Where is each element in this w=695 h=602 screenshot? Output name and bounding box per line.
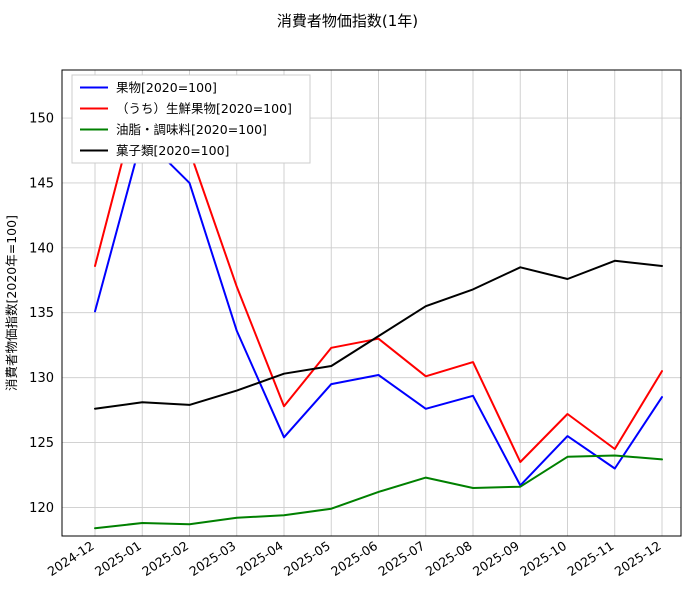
series-line-0 — [94, 135, 663, 487]
legend-label: 油脂・調味料[2020=100] — [116, 122, 267, 137]
y-tick-label: 120 — [29, 501, 54, 516]
y-axis-label: 消費者物価指数[2020年=100] — [4, 215, 19, 391]
chart-title: 消費者物価指数(1年) — [276, 12, 419, 30]
y-tick-label: 125 — [29, 436, 54, 451]
y-tick-label: 130 — [29, 371, 54, 386]
legend: 果物[2020=100] （うち）生鮮果物[2020=100] 油脂・調味料[202… — [71, 74, 311, 164]
x-tick-label: 2025-07 — [375, 538, 427, 579]
x-tick-label: 2025-01 — [92, 538, 144, 579]
x-tick-label: 2024-12 — [45, 538, 97, 579]
legend-label: （うち）生鮮果物[2020=100] — [116, 101, 292, 116]
y-tick-label: 145 — [29, 176, 54, 191]
legend-box — [71, 74, 311, 164]
x-tick-label: 2025-04 — [234, 538, 286, 579]
x-tick-label: 2025-06 — [328, 538, 380, 579]
legend-label: 菓子類[2020=100] — [116, 143, 229, 158]
plot-border — [61, 69, 682, 537]
y-tick-label: 150 — [29, 112, 54, 127]
x-tick-label: 2025-10 — [517, 538, 569, 579]
x-tick-label: 2025-12 — [612, 538, 664, 579]
y-tick-label: 135 — [29, 306, 54, 321]
x-tick-label: 2025-11 — [564, 538, 616, 579]
x-tick-label: 2025-03 — [186, 538, 238, 579]
x-tick-label: 2025-08 — [423, 538, 475, 579]
legend-label: 果物[2020=100] — [116, 80, 217, 95]
x-tick-label: 2025-02 — [139, 538, 191, 579]
x-tick-label: 2025-09 — [470, 538, 522, 579]
x-tick-label: 2025-05 — [281, 538, 333, 579]
series-line-3 — [94, 259, 663, 410]
line-chart: 1201251301351401451502024-122025-012025-… — [4, 69, 682, 579]
series-line-2 — [94, 454, 663, 530]
y-tick-label: 140 — [29, 241, 54, 256]
